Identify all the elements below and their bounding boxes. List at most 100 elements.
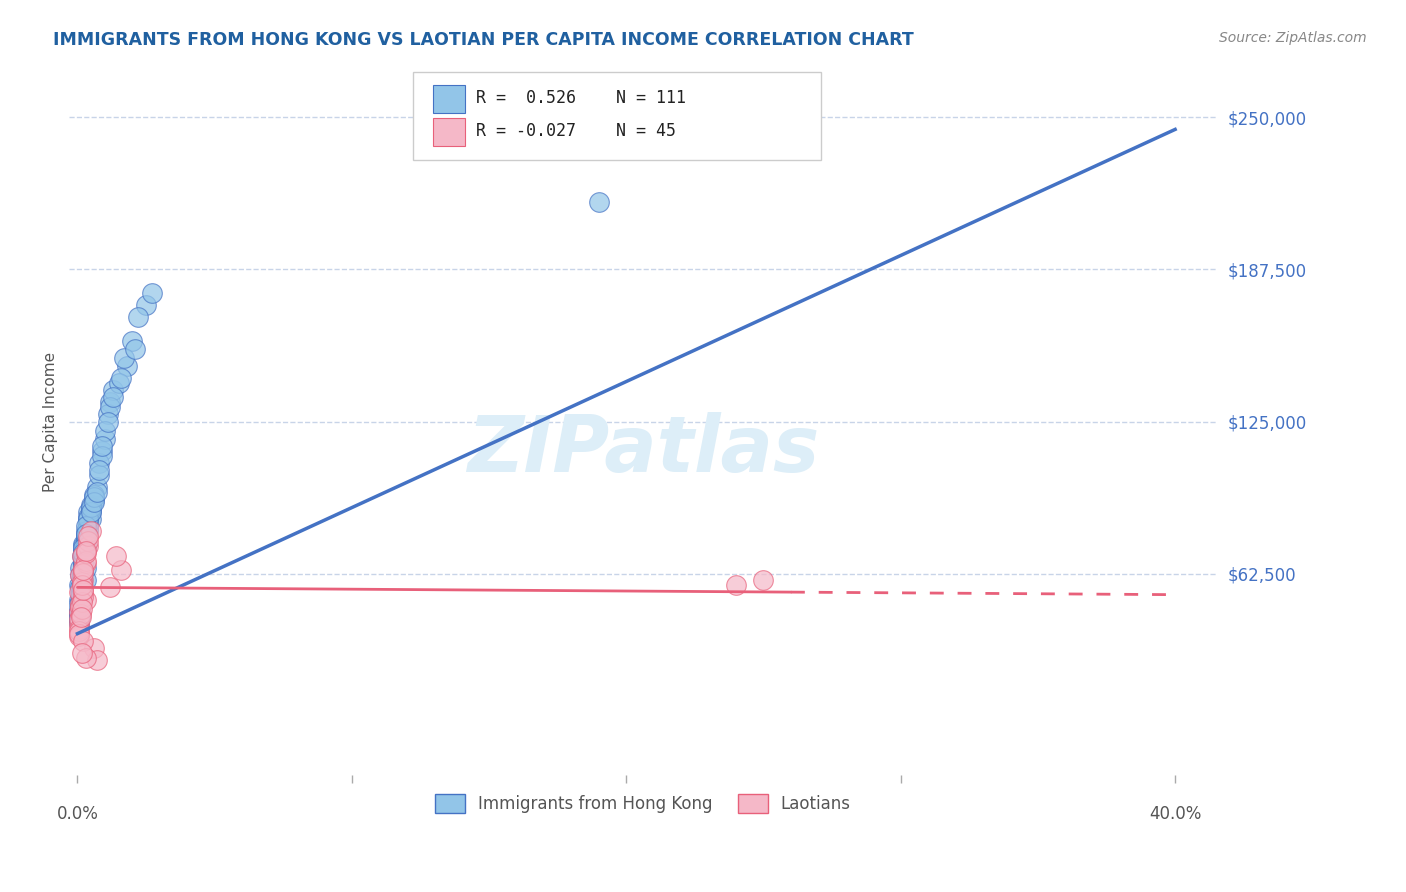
Point [91,444,114,458]
Point [72,580,94,594]
Point [83,495,105,509]
Point [101,390,124,404]
Point [75,553,97,567]
Point [69,598,91,612]
Point [72,558,94,573]
Point [86,481,108,495]
Point [67,605,90,619]
Point [89,456,111,470]
Point [110,371,132,385]
Point [77,524,100,539]
Point [80,500,103,514]
Point [80,502,103,516]
Point [69,568,91,582]
Point [69,561,91,575]
Point [94,432,117,446]
Point [67,612,90,626]
Point [77,509,100,524]
Point [69,580,91,594]
Point [107,376,129,390]
Point [70,571,93,585]
FancyBboxPatch shape [433,85,465,113]
Point [69,588,91,602]
Point [725,578,748,592]
Text: ZIPatlas: ZIPatlas [467,412,818,488]
Point [69,590,91,604]
Point [72,556,94,570]
Point [72,590,94,604]
Point [110,563,132,577]
Point [67,629,90,643]
Point [69,595,91,609]
Point [72,549,94,563]
Point [67,585,90,599]
Point [67,602,90,616]
Point [70,575,93,590]
Point [70,582,93,597]
Point [69,590,91,604]
Point [89,463,111,477]
Point [75,532,97,546]
Point [104,549,127,563]
Text: R =  0.526    N = 111: R = 0.526 N = 111 [477,89,686,107]
Point [77,505,100,519]
Point [70,575,93,590]
Point [72,561,94,575]
Point [83,641,105,656]
Point [72,634,94,648]
Point [72,585,94,599]
Point [77,516,100,531]
Point [75,524,97,539]
Point [75,536,97,550]
Point [112,351,135,366]
Point [97,408,120,422]
Point [75,561,97,575]
Point [75,519,97,533]
Point [72,566,94,580]
Point [80,505,103,519]
Point [91,439,114,453]
Point [72,563,94,577]
Text: Source: ZipAtlas.com: Source: ZipAtlas.com [1219,31,1367,45]
Point [72,573,94,587]
Point [89,468,111,483]
Point [70,578,93,592]
Point [72,544,94,558]
Point [100,400,122,414]
Point [77,522,100,536]
Point [94,425,117,439]
Point [70,580,93,594]
FancyBboxPatch shape [413,72,821,161]
Point [70,582,93,597]
Point [77,519,100,533]
Point [69,568,91,582]
Point [100,395,122,409]
Point [75,526,97,541]
Point [75,544,97,558]
Point [72,541,94,556]
Point [70,595,93,609]
Point [69,602,91,616]
Point [69,599,91,614]
Point [67,598,90,612]
Point [70,568,93,582]
Point [67,609,90,624]
Point [75,592,97,607]
Point [67,592,90,607]
Point [72,553,94,567]
Point [80,498,103,512]
Point [91,449,114,463]
Point [72,544,94,558]
Point [75,573,97,587]
Point [127,310,149,324]
Point [72,549,94,563]
Point [77,534,100,549]
Point [75,651,97,665]
Point [72,551,94,566]
Point [69,598,91,612]
Point [69,585,91,599]
Point [80,512,103,526]
Point [588,195,610,210]
Point [80,505,103,519]
Y-axis label: Per Capita Income: Per Capita Income [44,351,58,491]
